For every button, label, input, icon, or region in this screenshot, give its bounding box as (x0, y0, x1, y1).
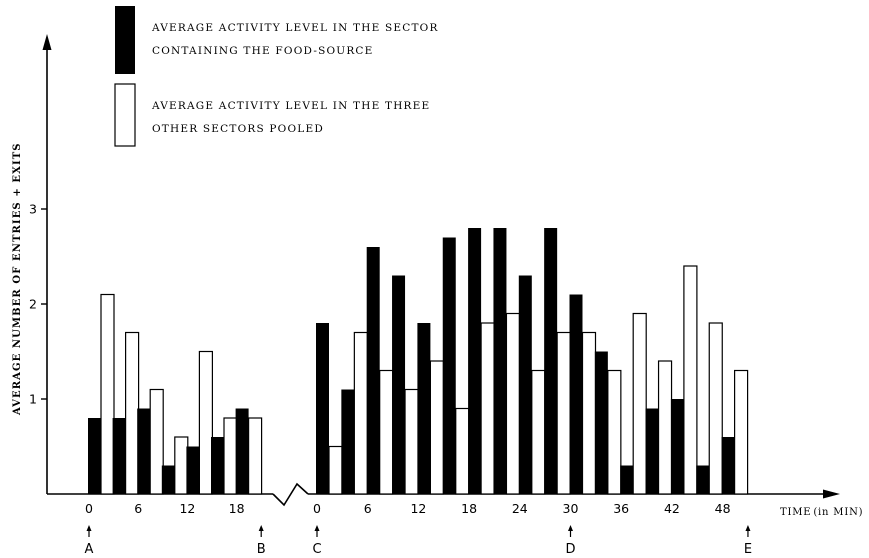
bar-food-sector (696, 465, 710, 494)
bar-food-sector (112, 418, 126, 494)
bar-food-sector (468, 228, 482, 494)
bars (88, 228, 749, 495)
bar-other-sectors (556, 331, 571, 495)
marker-arrow-head (86, 525, 92, 531)
axis-break-symbol (272, 482, 309, 507)
x-axis-arrowhead (823, 489, 840, 499)
y-axis: AVERAGE NUMBER OF ENTRIES + EXITS 1 2 3 (12, 34, 52, 494)
marker-label: E (744, 542, 752, 557)
bar-food-sector (186, 446, 200, 494)
bar-food-sector (392, 275, 406, 494)
y-axis-label: AVERAGE NUMBER OF ENTRIES + EXITS (12, 142, 23, 416)
bar-food-sector (316, 323, 329, 494)
bar-other-sectors (174, 436, 189, 495)
bar-other-sectors (505, 312, 521, 495)
bar-food-sector (442, 237, 456, 494)
bar-other-sectors (455, 407, 470, 495)
bar-other-sectors (480, 322, 495, 495)
x-tick-label: 12 (179, 501, 195, 516)
legend: AVERAGE ACTIVITY LEVEL IN THE SECTOR CON… (114, 6, 439, 147)
x-axis-label-time: TIME (780, 507, 811, 518)
bar-food-sector (620, 465, 634, 494)
bar-other-sectors (683, 265, 698, 495)
bar-other-sectors (198, 350, 213, 495)
x-tick-label: 48 (715, 501, 731, 516)
x-axis: TIME (in MIN) 0 6 12 18 0 6 12 18 24 30 36 42 48 (47, 482, 863, 518)
x-ticks: 0 6 12 18 0 6 12 18 24 30 36 42 48 (85, 501, 731, 516)
bar-food-sector (594, 351, 608, 494)
legend-label-1a: AVERAGE ACTIVITY LEVEL IN THE SECTOR (151, 22, 439, 34)
bar-food-sector (235, 408, 249, 494)
bar-food-sector (341, 389, 355, 494)
x-axis-label: TIME (in MIN) (780, 507, 863, 518)
x-tick-label: 6 (134, 501, 142, 516)
bar-other-sectors (328, 445, 343, 495)
marker-label: C (312, 542, 321, 557)
bar-other-sectors (581, 331, 597, 495)
bar-other-sectors (708, 322, 723, 495)
bar-food-sector (161, 465, 175, 494)
x-tick-label: 30 (563, 501, 579, 516)
x-tick-label: 6 (364, 501, 372, 516)
marker-arrow-head (745, 525, 751, 531)
x-tick-label: 0 (313, 501, 321, 516)
y-axis-arrowhead (42, 34, 52, 50)
bar-other-sectors (248, 417, 263, 495)
bar-other-sectors (733, 369, 749, 495)
bar-other-sectors (124, 331, 140, 495)
x-tick-label: 42 (664, 501, 680, 516)
bar-food-sector (493, 228, 507, 494)
legend-label-2b: OTHER SECTORS POOLED (152, 123, 324, 135)
legend-label-2a: AVERAGE ACTIVITY LEVEL IN THE THREE (151, 100, 430, 112)
bar-other-sectors (429, 360, 444, 495)
bar-food-sector (518, 275, 532, 494)
bar-food-sector (211, 437, 224, 494)
x-axis-label-unit: (in MIN) (813, 507, 863, 518)
bar-food-sector (721, 437, 735, 494)
marker-label: A (85, 542, 94, 557)
x-tick-label: 36 (613, 501, 629, 516)
bar-food-sector (670, 399, 684, 494)
marker-label: D (565, 542, 575, 557)
y-tick-label: 2 (29, 297, 37, 312)
x-tick-label: 18 (229, 501, 245, 516)
bar-other-sectors (531, 369, 546, 495)
bar-other-sectors (223, 417, 238, 495)
bar-food-sector (645, 408, 659, 494)
x-tick-label: 12 (410, 501, 426, 516)
y-ticks: 1 2 3 (29, 202, 47, 407)
bar-other-sectors (353, 331, 368, 495)
bar-food-sector (366, 247, 380, 494)
marker-arrow-head (314, 525, 320, 531)
bar-food-sector (544, 228, 558, 494)
bar-food-sector (417, 323, 431, 494)
legend-swatch-other-sectors (114, 83, 136, 147)
bar-other-sectors (149, 388, 164, 495)
bar-food-sector (137, 408, 151, 494)
marker-arrow-head (568, 525, 573, 531)
x-tick-label: 0 (85, 501, 93, 516)
bar-other-sectors (632, 312, 647, 495)
bar-other-sectors (100, 293, 115, 495)
x-tick-label: 24 (512, 501, 528, 516)
legend-label-1b: CONTAINING THE FOOD-SOURCE (152, 45, 374, 57)
bar-food-sector (88, 418, 101, 494)
event-markers: A B C D E (85, 525, 752, 557)
marker-label: B (257, 542, 266, 557)
legend-swatch-food-sector (115, 6, 135, 74)
x-tick-label: 18 (461, 501, 477, 516)
y-tick-label: 1 (29, 392, 37, 407)
bar-other-sectors (607, 369, 622, 495)
bar-other-sectors (379, 369, 394, 495)
bar-food-sector (569, 294, 583, 494)
y-tick-label: 3 (29, 202, 37, 217)
marker-arrow-head (258, 525, 264, 531)
bar-other-sectors (657, 360, 673, 495)
bar-other-sectors (404, 388, 419, 495)
